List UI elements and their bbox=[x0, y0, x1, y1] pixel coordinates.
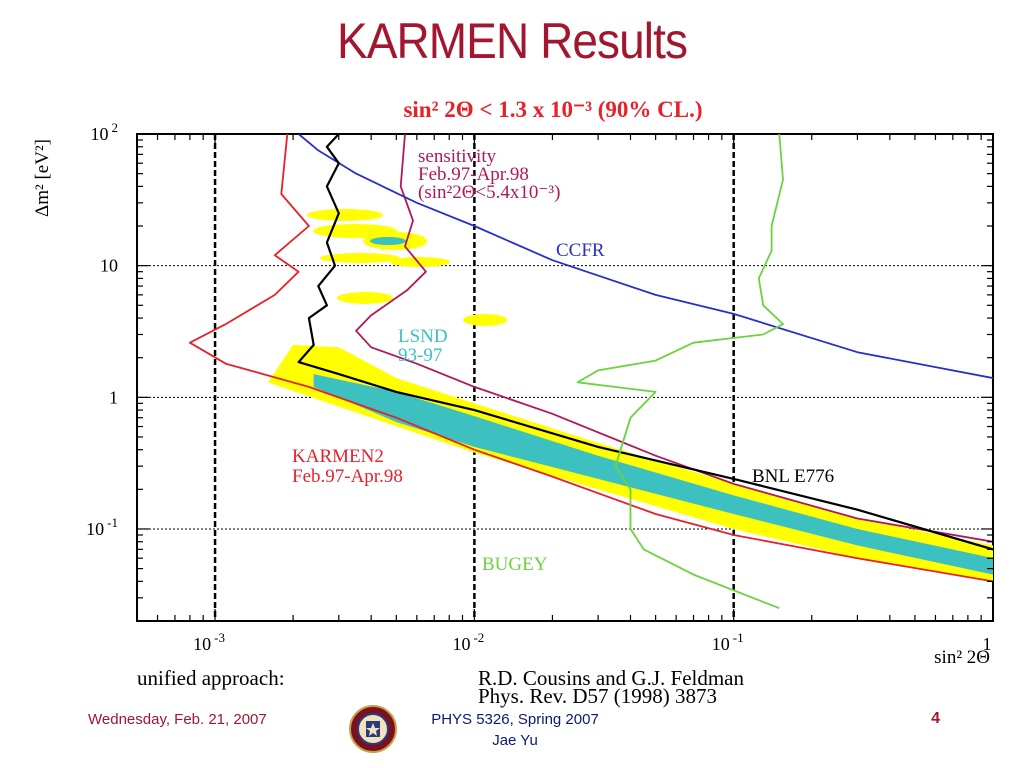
axis-ticks: 10 -3 10 -2 10 -1 1 10 2 10 1 10 -1 bbox=[86, 120, 993, 654]
ccfr-label: CCFR bbox=[556, 240, 605, 261]
x-axis-label: sin² 2Θ bbox=[934, 647, 990, 668]
y-tick-label: 1 bbox=[109, 387, 118, 407]
footer-course: PHYS 5326, Spring 2007 Jae Yu bbox=[420, 709, 610, 751]
curve-bnl bbox=[297, 134, 993, 551]
y-tick-label: 10 2 bbox=[91, 120, 119, 144]
slide-title: KARMEN Results bbox=[336, 13, 688, 69]
sensitivity-period-label: Feb.97-Apr.98 bbox=[418, 164, 529, 185]
y-tick-label: 10 -1 bbox=[86, 515, 118, 539]
lsnd-island-inner bbox=[370, 237, 406, 245]
university-seal-icon bbox=[349, 705, 397, 753]
exclusion-curves bbox=[189, 134, 993, 610]
lsnd-period-label: 93-97 bbox=[398, 345, 442, 366]
lsnd-island bbox=[337, 292, 393, 304]
sensitivity-label: sensitivity bbox=[418, 146, 497, 167]
reference-label: unified approach: bbox=[137, 666, 285, 690]
curve-karmen2 bbox=[189, 134, 993, 583]
reference-journal: Phys. Rev. D57 (1998) 3873 bbox=[478, 684, 717, 708]
page-number: 4 bbox=[931, 710, 940, 727]
y-axis-label: Δm² [eV²] bbox=[32, 139, 53, 217]
karmen-label: KARMEN2 bbox=[292, 446, 384, 467]
chart-title: sin² 2Θ < 1.3 x 10⁻³ (90% CL.) bbox=[403, 97, 702, 122]
x-tick-label: 10 -3 bbox=[193, 630, 225, 654]
exclusion-plot: sin² 2Θ < 1.3 x 10⁻³ (90% CL.) 10 -3 10 -2 1… bbox=[32, 97, 994, 690]
footer-course-name: PHYS 5326, Spring 2007 bbox=[431, 711, 599, 728]
curve-bugey bbox=[576, 134, 784, 610]
footer-author: Jae Yu bbox=[492, 732, 538, 749]
lsnd-label: LSND bbox=[398, 326, 448, 347]
lsnd-island bbox=[307, 209, 383, 221]
x-tick-label: 1 bbox=[983, 634, 992, 654]
lsnd-island bbox=[463, 314, 507, 326]
lsnd-band bbox=[313, 374, 993, 575]
y-tick-label: 10 bbox=[100, 256, 118, 276]
x-tick-label: 10 -2 bbox=[452, 630, 484, 654]
karmen-period-label: Feb.97-Apr.98 bbox=[292, 466, 403, 487]
lsnd-island bbox=[390, 257, 450, 267]
footer-date: Wednesday, Feb. 21, 2007 bbox=[88, 711, 267, 728]
bnl-label: BNL E776 bbox=[752, 466, 834, 487]
x-tick-label: 10 -1 bbox=[712, 630, 744, 654]
reference-authors: R.D. Cousins and G.J. Feldman bbox=[478, 666, 745, 690]
lsnd-island bbox=[320, 253, 400, 263]
sensitivity-limit-label: (sin²2Θ<5.4x10⁻³) bbox=[418, 182, 560, 203]
bugey-label: BUGEY bbox=[482, 554, 548, 575]
